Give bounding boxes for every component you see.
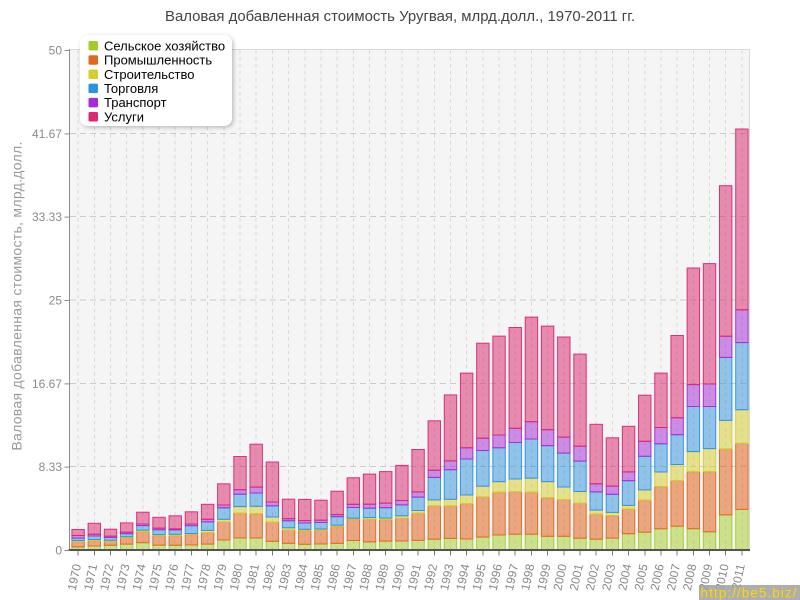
svg-text:Валовая добавленная стоимость: Валовая добавленная стоимость Уругвая, м… <box>165 9 635 25</box>
svg-text:1998: 1998 <box>518 562 537 591</box>
svg-text:1986: 1986 <box>324 562 343 591</box>
svg-text:16.67: 16.67 <box>32 377 62 391</box>
svg-text:33.33: 33.33 <box>32 210 62 224</box>
svg-text:1971: 1971 <box>81 562 100 591</box>
svg-text:1987: 1987 <box>340 562 359 591</box>
svg-text:25: 25 <box>49 294 63 308</box>
svg-text:Услуги: Услуги <box>104 109 144 124</box>
svg-text:1996: 1996 <box>486 562 505 591</box>
svg-text:1989: 1989 <box>372 562 391 591</box>
svg-text:1981: 1981 <box>243 562 262 591</box>
svg-text:2001: 2001 <box>567 562 586 591</box>
svg-text:2008: 2008 <box>680 562 699 591</box>
svg-text:1979: 1979 <box>210 562 229 591</box>
svg-text:http://be5.biz/: http://be5.biz/ <box>701 586 797 600</box>
svg-text:41.67: 41.67 <box>32 127 62 141</box>
svg-text:1976: 1976 <box>162 562 181 591</box>
svg-text:8.33: 8.33 <box>39 460 63 474</box>
svg-text:2004: 2004 <box>615 562 634 591</box>
svg-text:1985: 1985 <box>308 562 327 591</box>
svg-text:1991: 1991 <box>405 562 424 591</box>
svg-text:2010: 2010 <box>712 562 731 591</box>
svg-text:1978: 1978 <box>194 562 213 591</box>
svg-text:Транспорт: Транспорт <box>104 95 167 110</box>
svg-text:1995: 1995 <box>470 562 489 591</box>
svg-text:1984: 1984 <box>291 562 310 591</box>
svg-text:1980: 1980 <box>227 562 246 591</box>
svg-text:0: 0 <box>55 544 62 558</box>
svg-text:2003: 2003 <box>599 562 618 591</box>
svg-text:50: 50 <box>49 44 63 58</box>
svg-text:1977: 1977 <box>178 562 197 591</box>
svg-text:1994: 1994 <box>453 562 472 591</box>
svg-text:1988: 1988 <box>356 562 375 591</box>
svg-text:1982: 1982 <box>259 562 278 591</box>
svg-text:2002: 2002 <box>583 562 602 591</box>
svg-text:2009: 2009 <box>696 562 715 591</box>
svg-text:1992: 1992 <box>421 562 440 591</box>
svg-text:2000: 2000 <box>550 562 569 591</box>
svg-text:1975: 1975 <box>146 562 165 591</box>
svg-text:1983: 1983 <box>275 562 294 591</box>
svg-text:Промышленность: Промышленность <box>104 53 212 68</box>
svg-text:Валовая добавленная стоимость,: Валовая добавленная стоимость, млрд.долл… <box>9 141 25 450</box>
svg-text:1999: 1999 <box>534 562 553 591</box>
svg-text:1973: 1973 <box>113 562 132 591</box>
svg-text:1970: 1970 <box>65 562 84 591</box>
svg-text:2005: 2005 <box>631 562 650 591</box>
svg-text:2007: 2007 <box>664 562 683 591</box>
svg-text:1974: 1974 <box>130 562 149 591</box>
svg-text:2006: 2006 <box>648 562 667 591</box>
svg-text:1993: 1993 <box>437 562 456 591</box>
svg-text:1997: 1997 <box>502 562 521 591</box>
svg-text:1972: 1972 <box>97 562 116 591</box>
svg-text:Торговля: Торговля <box>104 81 158 96</box>
svg-text:2011: 2011 <box>729 562 748 590</box>
svg-text:Сельское хозяйство: Сельское хозяйство <box>104 38 225 53</box>
svg-text:1990: 1990 <box>389 562 408 591</box>
svg-text:Строительство: Строительство <box>104 67 194 82</box>
